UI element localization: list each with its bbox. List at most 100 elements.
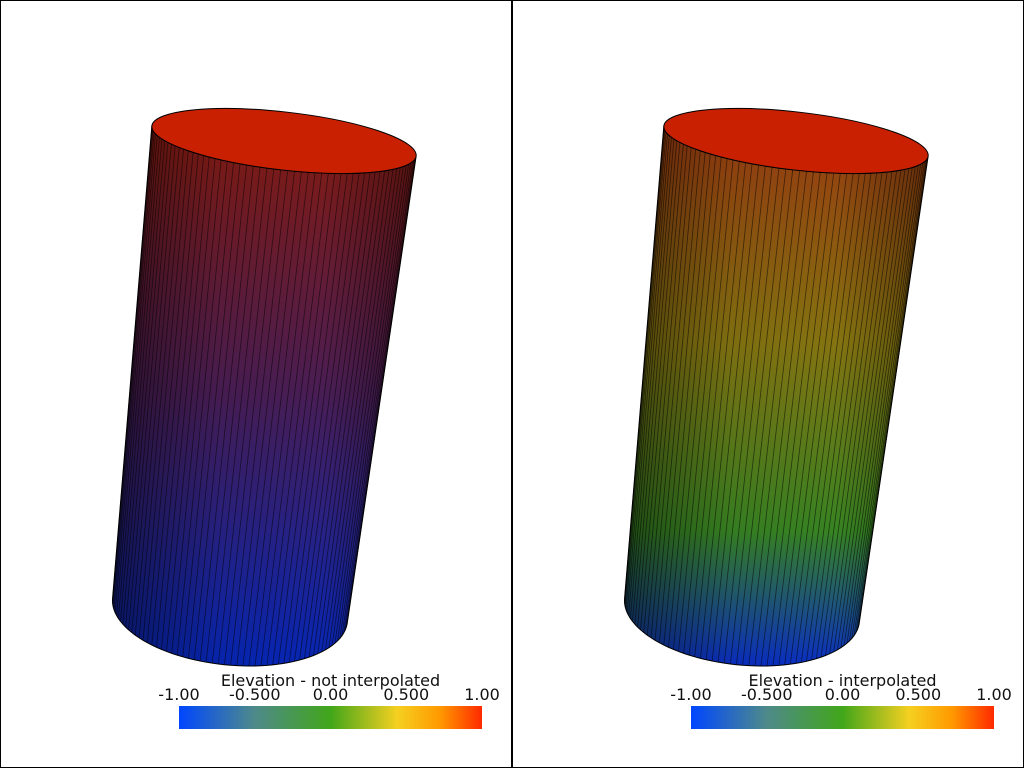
cylinder-cap: [663, 107, 929, 175]
cylinder-cap: [151, 107, 417, 175]
mesh-edge: [272, 173, 336, 665]
mesh-edge: [193, 164, 248, 660]
mesh-edge: [134, 147, 180, 636]
mesh-edge: [217, 168, 275, 665]
mesh-edge: [643, 145, 688, 633]
mesh-edge: [855, 161, 925, 634]
mesh-edge: [729, 168, 787, 665]
mesh-edge: [283, 173, 348, 664]
mesh-edge: [199, 166, 254, 662]
mesh-edge: [717, 167, 773, 663]
scalar-bar: [179, 706, 482, 729]
mesh-edge: [624, 129, 665, 604]
mesh-edge: [829, 170, 898, 654]
mesh-edge: [156, 155, 205, 648]
mesh-edge: [151, 153, 199, 646]
mesh-edge: [230, 170, 289, 666]
mesh-edge: [678, 158, 728, 652]
mesh-edge: [142, 150, 189, 641]
scalar-bar-tick-label: -0.500: [229, 685, 281, 704]
mesh-edge: [849, 165, 919, 641]
mesh-edge: [118, 137, 160, 619]
mesh-edge: [337, 165, 407, 641]
mesh-edge: [317, 170, 386, 654]
mesh-edge: [789, 173, 854, 665]
mesh-edge: [161, 156, 210, 650]
mesh-edge: [125, 142, 169, 628]
mesh-edge: [328, 168, 398, 648]
mesh-edge: [116, 135, 158, 616]
mesh-edge: [650, 149, 696, 638]
mesh-edge: [128, 144, 172, 630]
mesh-edge: [260, 173, 323, 666]
mesh-edge: [166, 158, 216, 652]
viewport: Elevation - not interpolated -1.00 -0.500 0…: [111, 107, 500, 729]
mesh-edge: [288, 173, 354, 663]
mesh-edge: [784, 173, 848, 665]
mesh-edge: [658, 152, 706, 643]
mesh-edge: [654, 150, 701, 641]
mesh-edge: [628, 135, 670, 616]
scalar-bar-tick-label: 0.500: [383, 685, 429, 704]
mesh-edge: [182, 162, 234, 657]
mesh-edge: [188, 163, 241, 659]
mesh-edge: [825, 171, 893, 656]
mesh-edge: [723, 168, 780, 664]
mesh-edge: [138, 149, 184, 638]
mesh-edge: [343, 161, 413, 634]
mesh-edge: [122, 140, 166, 625]
mesh-edge: [683, 159, 734, 654]
mesh-edge: [146, 152, 194, 643]
mesh-edge: [205, 167, 261, 663]
mesh-edge: [236, 171, 295, 666]
scalar-bar-title: Elevation - not interpolated: [221, 671, 440, 690]
mesh-edge: [711, 166, 766, 662]
scalar-bar-title: Elevation - interpolated: [748, 671, 936, 690]
mesh-edge: [673, 156, 722, 650]
mesh-edge: [816, 172, 883, 659]
mesh-edge: [254, 172, 316, 666]
mesh-edge: [694, 162, 746, 657]
mesh-edge: [800, 173, 866, 663]
mesh-edge: [211, 168, 268, 664]
mesh-edge: [843, 167, 913, 646]
mesh-edge: [760, 172, 821, 667]
mesh-edge: [778, 173, 841, 666]
mesh-edge: [772, 173, 835, 666]
mesh-edge: [321, 170, 390, 652]
mesh-edge: [754, 171, 814, 666]
mesh-edge: [224, 169, 282, 665]
mesh-edge: [112, 130, 154, 607]
mesh-edge: [114, 133, 156, 613]
mesh-edge: [795, 173, 860, 664]
mesh-edge: [624, 130, 666, 607]
mesh-edge: [632, 138, 675, 622]
mesh-edge: [325, 169, 394, 650]
mesh-edge: [626, 133, 668, 613]
mesh-edge: [634, 140, 678, 625]
mesh-edge: [840, 168, 910, 648]
mesh-edge: [120, 138, 163, 622]
mesh-edge: [637, 142, 681, 628]
mesh-edge: [131, 145, 176, 633]
mesh-edge: [856, 160, 927, 631]
scalar-bar-tick-label: -1.00: [158, 685, 199, 704]
mesh-edge: [742, 170, 801, 666]
mesh-edge: [811, 172, 878, 661]
scalar-bar-tick-label: -0.500: [741, 685, 793, 704]
scalar-bar-tick-label: 1.00: [464, 685, 500, 704]
scalar-bar-tick-label: 1.00: [976, 685, 1012, 704]
mesh-edge: [833, 170, 902, 652]
mesh-edge: [308, 171, 376, 658]
mesh-edge: [304, 172, 371, 659]
mesh-edge: [171, 159, 222, 654]
mesh-edge: [837, 169, 906, 650]
mesh-edge: [646, 147, 692, 636]
mesh-edge: [339, 164, 410, 639]
scalar-bar-tick-label: 0.500: [895, 685, 941, 704]
scalar-bar: [691, 706, 994, 729]
scalar-bar-tick-label: -1.00: [670, 685, 711, 704]
mesh-edge: [344, 160, 415, 631]
mesh-edge: [334, 166, 404, 644]
